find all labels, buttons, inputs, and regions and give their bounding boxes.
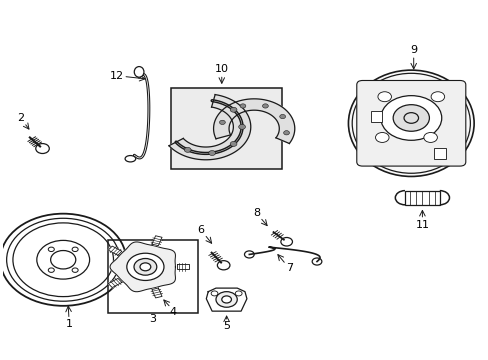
Bar — [404, 191, 439, 205]
Text: 3: 3 — [149, 314, 156, 324]
Circle shape — [126, 253, 163, 280]
Circle shape — [37, 240, 89, 279]
Polygon shape — [206, 288, 246, 311]
Ellipse shape — [348, 70, 473, 176]
Circle shape — [377, 92, 391, 102]
Circle shape — [219, 120, 225, 125]
Text: 5: 5 — [223, 321, 230, 331]
Text: 9: 9 — [409, 45, 416, 55]
Text: 11: 11 — [415, 220, 428, 230]
Polygon shape — [169, 95, 250, 160]
Bar — [434, 148, 445, 159]
Circle shape — [280, 238, 292, 246]
Circle shape — [311, 258, 321, 265]
Circle shape — [238, 124, 245, 129]
Text: 12: 12 — [109, 71, 123, 81]
Bar — [108, 240, 197, 313]
Circle shape — [134, 258, 157, 275]
Text: 7: 7 — [286, 263, 293, 273]
Polygon shape — [110, 242, 175, 292]
Polygon shape — [177, 264, 188, 269]
Circle shape — [262, 104, 268, 108]
Circle shape — [217, 261, 229, 270]
Text: 1: 1 — [65, 319, 72, 329]
Bar — [370, 111, 382, 122]
Circle shape — [283, 131, 289, 135]
Text: 8: 8 — [252, 208, 260, 217]
Text: 6: 6 — [197, 225, 204, 235]
Text: 2: 2 — [18, 113, 25, 123]
Circle shape — [380, 96, 441, 140]
Circle shape — [140, 263, 150, 271]
Polygon shape — [152, 236, 162, 246]
Text: 10: 10 — [214, 64, 228, 75]
Polygon shape — [152, 288, 162, 298]
Circle shape — [375, 132, 388, 143]
Ellipse shape — [125, 156, 136, 162]
Text: 4: 4 — [169, 307, 177, 318]
Circle shape — [240, 104, 245, 108]
Circle shape — [392, 105, 428, 131]
Circle shape — [230, 141, 237, 147]
Polygon shape — [108, 278, 122, 288]
FancyBboxPatch shape — [356, 81, 465, 166]
Circle shape — [230, 107, 237, 112]
Polygon shape — [108, 246, 122, 255]
Ellipse shape — [134, 67, 143, 77]
Circle shape — [208, 150, 215, 156]
Circle shape — [216, 292, 237, 307]
Circle shape — [184, 147, 191, 152]
Circle shape — [222, 296, 231, 303]
Polygon shape — [213, 99, 294, 144]
Circle shape — [244, 251, 254, 258]
Circle shape — [423, 132, 436, 143]
Circle shape — [36, 144, 49, 153]
Circle shape — [430, 92, 444, 102]
Bar — [171, 88, 282, 169]
Circle shape — [279, 114, 285, 119]
